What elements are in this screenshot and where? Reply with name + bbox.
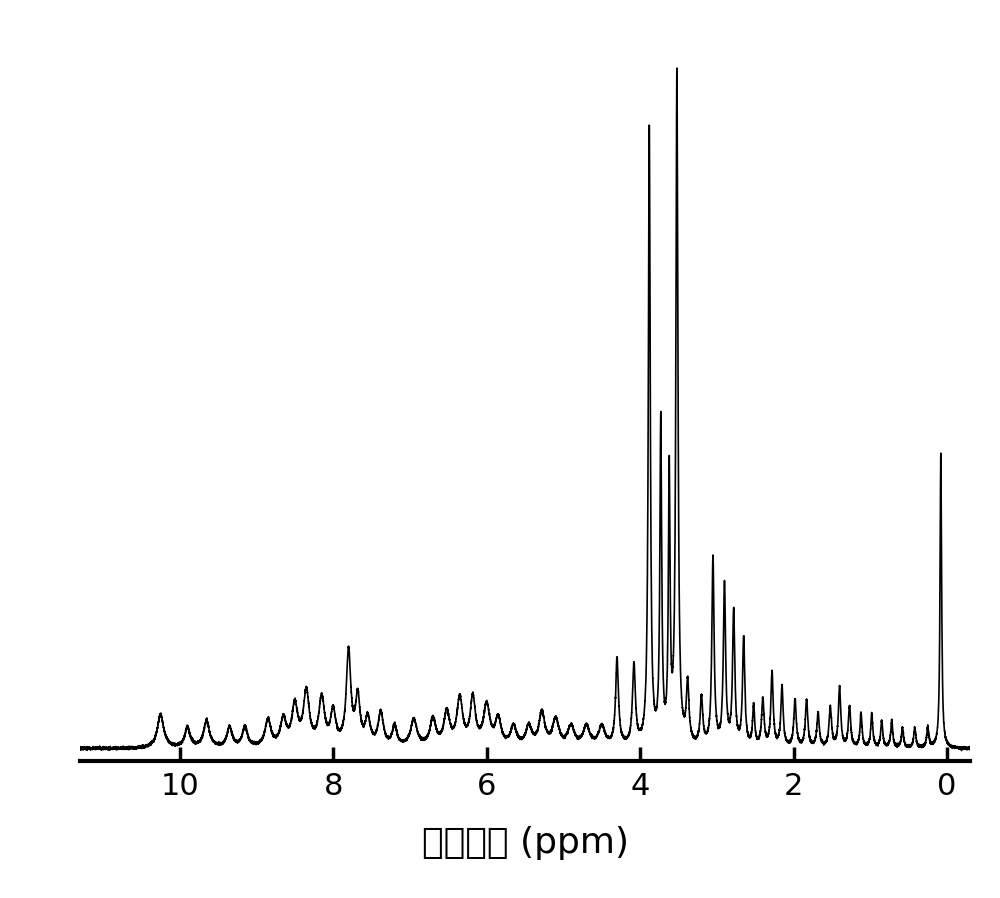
- X-axis label: 化学位移 (ppm): 化学位移 (ppm): [422, 826, 629, 860]
